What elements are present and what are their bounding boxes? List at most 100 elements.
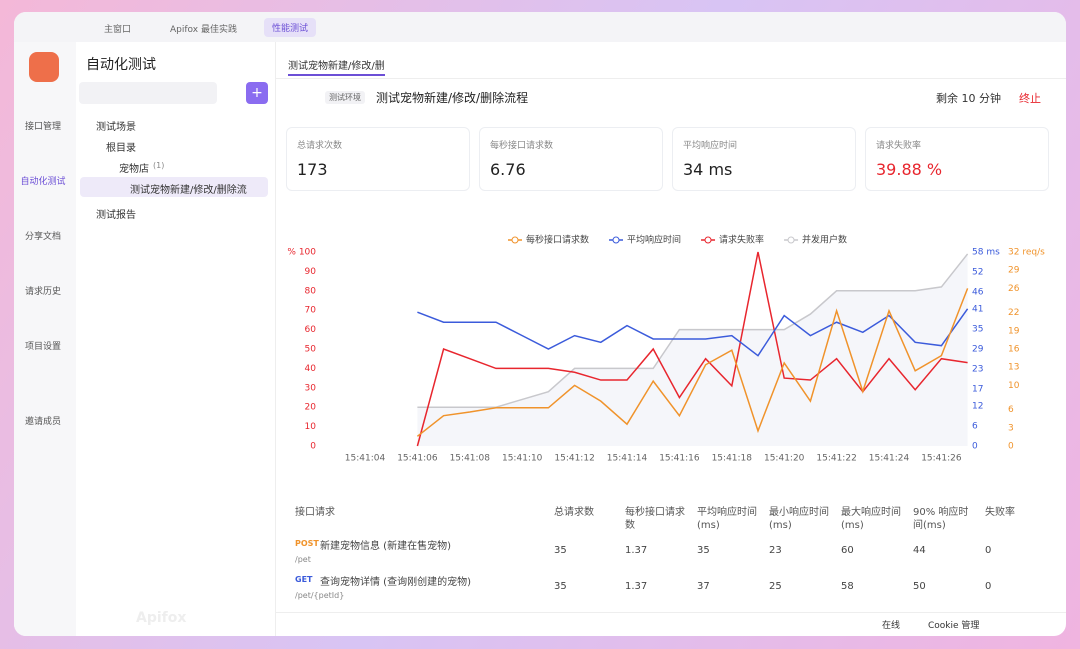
stop-button[interactable]: 终止 <box>1019 92 1041 105</box>
table-cell: /pet <box>295 555 311 564</box>
search[interactable] <box>79 82 217 104</box>
tick-label: 41 <box>972 304 983 314</box>
stat-card: 请求失败率 39.88 % <box>865 127 1049 191</box>
tick-label: 23 <box>972 365 983 375</box>
tick-label: 13 <box>1008 363 1019 373</box>
table-cell: POST <box>295 539 319 548</box>
x-tick-label: 15:41:24 <box>869 454 910 464</box>
table-cell: 35 <box>554 581 567 592</box>
tree-item[interactable]: 测试宠物新建/修改/删除流 <box>130 185 247 196</box>
table-cell: 35 <box>554 545 567 556</box>
stat-label: 总请求次数 <box>297 141 343 151</box>
main-tab[interactable]: 测试宠物新建/修改/删 <box>288 55 385 76</box>
tick-label: 22 <box>1008 308 1019 318</box>
tick-label: 60 <box>305 325 317 335</box>
table-cell: /pet/{petId} <box>295 591 345 600</box>
tick-label: % 100 <box>287 248 316 258</box>
tick-label: 80 <box>305 286 317 296</box>
x-tick-label: 15:41:06 <box>397 454 438 464</box>
area <box>417 253 968 446</box>
table-cell: 23 <box>769 545 782 556</box>
table-header: 失败率 <box>985 507 1015 518</box>
title-bar <box>14 12 1066 42</box>
x-tick-label: 15:41:16 <box>659 454 700 464</box>
sidebar-title: 自动化测试 <box>86 57 156 73</box>
window-tab[interactable]: 主窗口 <box>104 25 132 35</box>
stat-label: 平均响应时间 <box>683 141 738 151</box>
series-line <box>416 288 969 437</box>
series-line <box>417 253 969 408</box>
footer-item[interactable]: Cookie 管理 <box>928 621 980 631</box>
stat-card: 平均响应时间 34 ms <box>672 127 856 191</box>
tree-item[interactable]: 宠物店 <box>119 164 149 175</box>
window-tab[interactable]: Apifox 最佳实践 <box>170 25 237 35</box>
logo <box>29 52 59 82</box>
table-cell: 58 <box>841 581 854 592</box>
table-header: 接口请求 <box>295 507 335 518</box>
nav-item[interactable]: 自动化测试 <box>20 177 66 187</box>
footer-item[interactable]: 在线 <box>882 621 901 631</box>
stat-value: 6.76 <box>490 160 526 179</box>
tick-label: 32 req/s <box>1008 248 1045 258</box>
tick-label: 29 <box>1008 266 1020 276</box>
tick-label: 0 <box>1008 442 1014 452</box>
tick-label: 40 <box>305 364 317 374</box>
table-header: 最小响应时间(ms) <box>769 507 829 531</box>
tick-label: 29 <box>972 345 984 355</box>
tick-label: 17 <box>972 385 983 395</box>
table-header: 平均响应时间(ms) <box>697 507 757 531</box>
tree-item[interactable]: 根目录 <box>106 143 136 154</box>
legend-swatch <box>511 236 519 244</box>
window-tab[interactable]: 性能测试 <box>264 18 317 37</box>
table-cell: 35 <box>697 545 710 556</box>
tick-label: 46 <box>972 288 984 298</box>
x-tick-label: 15:41:10 <box>502 454 543 464</box>
tick-label: 10 <box>1008 381 1020 391</box>
x-tick-label: 15:41:08 <box>450 454 491 464</box>
tick-label: 10 <box>305 422 317 432</box>
table-cell: 新建宠物信息 (新建在售宠物) <box>320 541 451 552</box>
divider <box>276 78 1066 79</box>
table-header: 每秒接口请求数 <box>625 507 685 531</box>
x-tick-label: 15:41:14 <box>607 454 648 464</box>
tick-label: 12 <box>972 401 983 411</box>
legend-label: 每秒接口请求数 <box>526 234 589 246</box>
table-header: 90% 响应时间(ms) <box>913 507 969 531</box>
tree-item[interactable]: 测试报告 <box>96 210 136 221</box>
footer-bar <box>276 612 1066 613</box>
table-header: 总请求数 <box>554 507 594 518</box>
nav-item[interactable]: 分享文档 <box>24 232 61 242</box>
add-button[interactable]: + <box>246 82 268 104</box>
tick-label: 3 <box>1008 423 1014 433</box>
table-cell: 0 <box>985 545 992 556</box>
tree-item[interactable]: 测试场景 <box>96 122 136 133</box>
legend-label: 平均响应时间 <box>627 234 681 246</box>
nav-item[interactable]: 接口管理 <box>24 122 61 132</box>
sidebar <box>76 42 276 636</box>
series-line <box>416 251 968 447</box>
tick-label: 6 <box>972 421 978 431</box>
tick-label: 26 <box>1008 284 1020 294</box>
tick-label: 16 <box>1008 345 1020 355</box>
nav-item[interactable]: 请求历史 <box>24 287 61 297</box>
env-tag: 测试环境 <box>325 91 365 104</box>
stat-card: 总请求次数 173 <box>286 127 470 191</box>
stat-label: 每秒接口请求数 <box>490 141 554 151</box>
tick-label: 0 <box>310 442 316 452</box>
table-cell: 25 <box>769 581 782 592</box>
page-title: 测试宠物新建/修改/删除流程 <box>376 91 529 105</box>
table-cell: 0 <box>985 581 992 592</box>
stat-value: 34 ms <box>683 160 733 179</box>
x-tick-label: 15:41:04 <box>345 454 386 464</box>
tick-label: 52 <box>972 268 983 278</box>
remaining: 剩余 10 分钟 <box>936 92 1001 105</box>
tick-label: 58 ms <box>972 248 1000 258</box>
table-cell: 1.37 <box>625 545 648 556</box>
table-cell: 50 <box>913 581 926 592</box>
tick-label: 35 <box>972 324 983 334</box>
nav-item[interactable]: 邀请成员 <box>24 417 61 427</box>
watermark: Apifox <box>136 610 187 626</box>
table-cell: 查询宠物详情 (查询刚创建的宠物) <box>320 577 471 588</box>
nav-item[interactable]: 项目设置 <box>24 342 61 352</box>
